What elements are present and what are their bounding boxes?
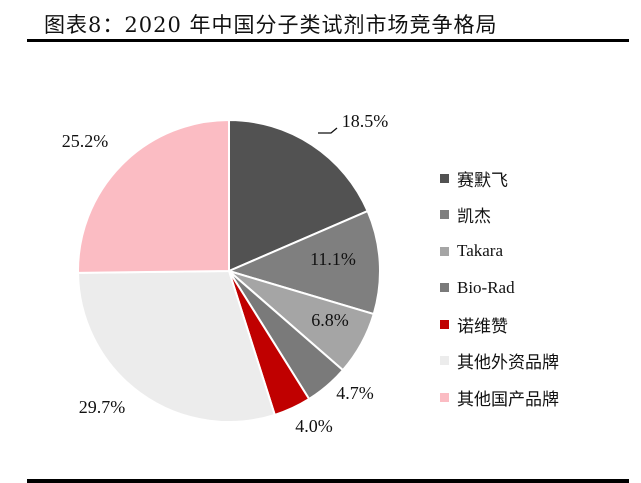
slice-value-label: 29.7% xyxy=(79,397,126,417)
legend-item: 诺维赞 xyxy=(440,306,559,343)
chart-title: 图表8：2020 年中国分子类试剂市场竞争格局 xyxy=(44,13,498,37)
legend-swatch-icon xyxy=(440,173,449,183)
legend-swatch-icon xyxy=(440,356,449,366)
legend-swatch-icon xyxy=(440,319,449,329)
slice-value-label: 4.0% xyxy=(295,416,333,436)
slice-value-label: 4.7% xyxy=(336,383,374,403)
legend-item: 凯杰 xyxy=(440,197,559,234)
legend-item: 赛默飞 xyxy=(440,160,559,197)
legend: 赛默飞 凯杰 Takara Bio-Rad 诺维赞 其他外资品牌 其他国产品牌 xyxy=(440,160,559,416)
legend-item: 其他国产品牌 xyxy=(440,379,559,416)
pie-slice xyxy=(226,209,381,316)
pie-slice xyxy=(228,118,369,273)
slice-value-label: 11.1% xyxy=(310,249,356,269)
legend-swatch-icon xyxy=(440,210,449,220)
leader-line xyxy=(318,127,338,134)
legend-swatch-icon xyxy=(440,392,449,402)
bottom-rule xyxy=(27,479,629,483)
legend-item: Bio-Rad xyxy=(440,270,559,307)
pie-slice xyxy=(76,269,277,423)
legend-swatch-icon xyxy=(440,283,449,293)
pie-slices xyxy=(76,118,381,423)
slice-value-label: 6.8% xyxy=(311,310,349,330)
top-rule xyxy=(27,39,629,42)
legend-item: Takara xyxy=(440,233,559,270)
slice-value-label: 18.5% xyxy=(342,111,389,131)
legend-item: 其他外资品牌 xyxy=(440,343,559,380)
legend-swatch-icon xyxy=(440,246,449,256)
slice-value-label: 25.2% xyxy=(62,131,109,151)
pie-labels: 18.5% 11.1% 6.8% 4.7%4.0% 29.7% 25.2% xyxy=(62,111,389,436)
pie-slice xyxy=(77,118,230,274)
